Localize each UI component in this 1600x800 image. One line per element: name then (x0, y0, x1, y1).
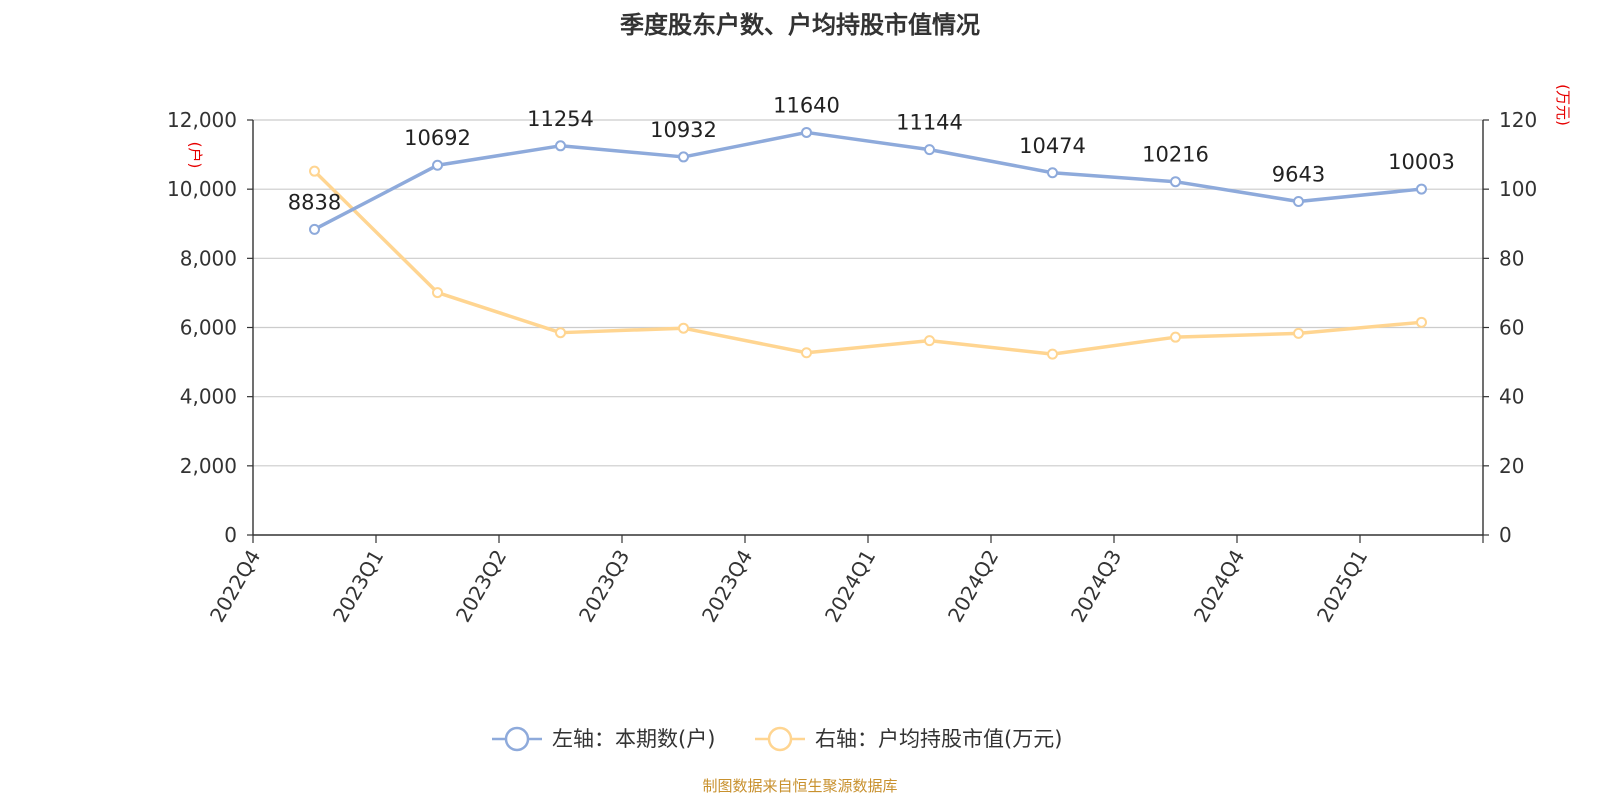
right-axis-unit: (万元) (1554, 84, 1572, 126)
x-tick-label: 2023Q2 (451, 546, 511, 627)
right-tick-label: 0 (1499, 523, 1512, 547)
right-tick-label: 80 (1499, 246, 1524, 270)
data-label-holders: 10003 (1388, 150, 1455, 174)
series-line-market-value (313, 169, 1422, 356)
right-tick-label: 100 (1499, 177, 1537, 201)
data-point-market-value (309, 165, 320, 177)
data-point-holders (1170, 176, 1181, 188)
data-label-holders: 11144 (896, 111, 963, 135)
left-tick-label: 4,000 (180, 385, 237, 409)
data-point-market-value (1416, 316, 1427, 328)
data-label-holders: 9643 (1272, 163, 1325, 187)
grid-lines (253, 119, 1483, 467)
left-tick-label: 2,000 (180, 454, 237, 478)
right-tick-label: 60 (1499, 316, 1524, 340)
data-label-holders: 10932 (650, 118, 717, 142)
data-point-holders (801, 126, 812, 138)
data-source-note: 制图数据来自恒生聚源数据库 (702, 777, 897, 795)
x-tick-label: 2025Q1 (1312, 546, 1372, 627)
data-point-holders (432, 159, 443, 171)
data-point-market-value (1293, 327, 1304, 339)
data-point-holders (1047, 167, 1058, 179)
data-point-holders (924, 144, 935, 156)
legend-item-holders[interactable]: 左轴：本期数(户) (492, 726, 715, 752)
data-point-market-value (1170, 331, 1181, 343)
data-point-holders (1416, 183, 1427, 195)
data-label-holders: 11640 (773, 93, 840, 117)
data-label-holders: 8838 (288, 190, 341, 214)
legend[interactable]: 左轴：本期数(户) 右轴：户均持股市值(万元) (492, 726, 1062, 752)
left-tick-label: 8,000 (180, 246, 237, 270)
series-group (309, 126, 1427, 360)
x-tick-label: 2022Q4 (205, 546, 265, 627)
data-label-holders: 10216 (1142, 143, 1209, 167)
right-tick-label: 40 (1499, 385, 1524, 409)
x-tick-label: 2024Q2 (943, 546, 1003, 627)
left-tick-label: 0 (224, 523, 237, 547)
right-axis-ticks: 0 20 40 60 80 100 120 (1499, 108, 1537, 547)
axes (247, 119, 1489, 543)
left-axis-unit: (户) (186, 142, 204, 169)
x-tick-label: 2023Q4 (697, 546, 757, 627)
data-label-holders: 10692 (404, 126, 471, 150)
data-point-market-value (555, 327, 566, 339)
data-point-holders (678, 151, 689, 163)
right-tick-label: 20 (1499, 454, 1524, 478)
chart-title: 季度股东户数、户均持股市值情况 (620, 11, 980, 39)
legend-marker-holders (504, 726, 530, 752)
legend-marker-market-value (767, 726, 793, 752)
data-label-holders: 11254 (527, 107, 594, 131)
left-tick-label: 12,000 (167, 108, 237, 132)
x-axis-ticks: 2022Q4 2023Q1 2023Q2 2023Q3 2023Q4 2024Q1 2024… (205, 546, 1372, 627)
x-tick-label: 2023Q1 (328, 546, 388, 627)
x-tick-label: 2024Q3 (1066, 546, 1126, 627)
data-point-market-value (678, 322, 689, 334)
left-axis-ticks: 0 2,000 4,000 6,000 8,000 10,000 12,000 (167, 108, 237, 547)
data-point-holders (1293, 196, 1304, 208)
left-tick-label: 10,000 (167, 177, 237, 201)
series-line-holders (313, 130, 1422, 231)
x-tick-label: 2024Q1 (820, 546, 880, 627)
data-point-market-value (1047, 348, 1058, 360)
legend-label-market-value: 右轴：户均持股市值(万元) (815, 727, 1062, 751)
data-labels: 8838 10692 11254 10932 11640 11144 10474 10216 9… (288, 93, 1455, 214)
x-tick-label: 2024Q4 (1189, 546, 1249, 627)
legend-label-holders: 左轴：本期数(户) (552, 727, 715, 751)
left-tick-label: 6,000 (180, 316, 237, 340)
right-tick-label: 120 (1499, 108, 1537, 132)
data-point-holders (555, 140, 566, 152)
data-point-market-value (801, 347, 812, 359)
data-point-holders (309, 223, 320, 235)
legend-item-market-value[interactable]: 右轴：户均持股市值(万元) (755, 726, 1062, 752)
x-tick-label: 2023Q3 (574, 546, 634, 627)
data-point-market-value (924, 335, 935, 347)
data-point-market-value (432, 287, 443, 299)
data-label-holders: 10474 (1019, 134, 1086, 158)
